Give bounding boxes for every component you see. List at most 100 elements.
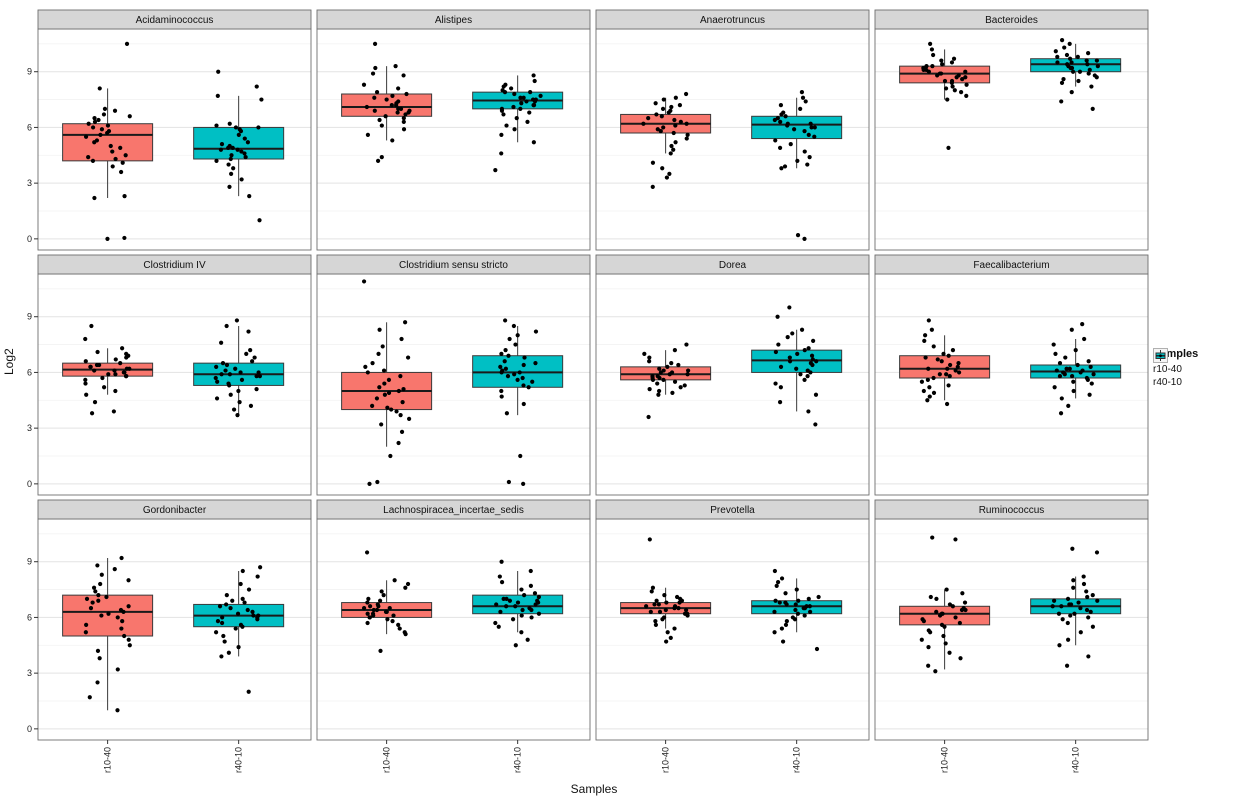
facet-title: Prevotella bbox=[710, 505, 755, 516]
data-point bbox=[808, 609, 813, 614]
data-point bbox=[401, 127, 407, 132]
data-point bbox=[653, 622, 659, 627]
data-point bbox=[372, 95, 377, 100]
box-r40-10 bbox=[193, 126, 285, 160]
data-point bbox=[665, 630, 670, 635]
facet-Clostridium sensu stricto: Clostridium sensu stricto bbox=[316, 254, 591, 496]
data-point bbox=[946, 145, 951, 150]
data-point bbox=[498, 609, 503, 614]
data-point bbox=[385, 617, 390, 622]
data-point bbox=[381, 368, 387, 373]
data-point bbox=[220, 361, 226, 366]
data-point bbox=[948, 362, 953, 368]
data-point bbox=[215, 93, 220, 98]
data-point bbox=[224, 323, 229, 329]
data-point bbox=[228, 156, 233, 162]
data-point bbox=[401, 387, 406, 392]
data-point bbox=[934, 596, 939, 601]
data-point bbox=[379, 123, 384, 128]
data-point bbox=[926, 645, 931, 650]
data-point bbox=[92, 195, 97, 201]
data-point bbox=[377, 117, 382, 123]
data-point bbox=[808, 121, 813, 126]
data-point bbox=[676, 606, 681, 611]
data-point bbox=[672, 626, 677, 631]
data-point bbox=[245, 140, 250, 145]
data-point bbox=[927, 385, 932, 390]
data-point bbox=[943, 641, 948, 646]
data-point bbox=[653, 101, 658, 106]
data-point bbox=[657, 388, 662, 394]
facet-strip bbox=[874, 9, 1149, 30]
data-point bbox=[814, 646, 820, 652]
data-point bbox=[1086, 71, 1091, 76]
data-point bbox=[231, 166, 236, 171]
data-point bbox=[220, 615, 225, 620]
data-point bbox=[233, 626, 238, 631]
data-point bbox=[1078, 606, 1083, 611]
data-point bbox=[110, 164, 115, 169]
data-point bbox=[926, 366, 931, 371]
data-point bbox=[224, 362, 230, 368]
data-point bbox=[673, 140, 678, 145]
data-point bbox=[663, 607, 668, 613]
data-point bbox=[374, 396, 380, 401]
data-point bbox=[1061, 77, 1066, 82]
data-point bbox=[657, 609, 663, 614]
data-point bbox=[112, 567, 117, 572]
data-point bbox=[646, 116, 651, 121]
data-point bbox=[1053, 49, 1058, 54]
data-point bbox=[963, 607, 968, 613]
data-point bbox=[684, 607, 689, 613]
facet-strip bbox=[595, 499, 870, 520]
data-point bbox=[650, 160, 656, 165]
data-point bbox=[794, 587, 799, 592]
data-point bbox=[656, 392, 661, 397]
data-point bbox=[219, 142, 225, 147]
data-point bbox=[88, 606, 94, 611]
data-point bbox=[110, 149, 115, 154]
data-point bbox=[235, 611, 241, 616]
data-point bbox=[529, 615, 534, 620]
data-point bbox=[89, 323, 94, 329]
data-point bbox=[945, 366, 950, 371]
data-point bbox=[499, 580, 505, 585]
data-point bbox=[92, 119, 98, 124]
data-point bbox=[1059, 99, 1064, 104]
data-point bbox=[496, 624, 501, 629]
data-point bbox=[240, 624, 245, 629]
y-tick-label: 9 bbox=[27, 67, 32, 77]
data-point bbox=[227, 121, 232, 126]
data-point bbox=[390, 619, 395, 624]
data-point bbox=[655, 127, 660, 132]
data-point bbox=[646, 414, 651, 420]
data-point bbox=[127, 643, 132, 648]
data-point bbox=[97, 86, 102, 91]
data-point bbox=[506, 479, 511, 485]
x-tick-label: r40-10 bbox=[513, 747, 523, 773]
data-point bbox=[1057, 643, 1062, 648]
data-point bbox=[919, 637, 924, 642]
data-point bbox=[953, 537, 958, 542]
data-point bbox=[532, 78, 537, 84]
data-point bbox=[254, 374, 259, 379]
data-point bbox=[507, 598, 513, 603]
data-point bbox=[509, 86, 514, 91]
data-point bbox=[921, 388, 926, 394]
data-point bbox=[100, 375, 105, 381]
data-point bbox=[814, 359, 819, 364]
data-point bbox=[806, 596, 811, 601]
data-point bbox=[1066, 637, 1071, 642]
data-point bbox=[795, 611, 801, 616]
facet-Anaerotruncus: Anaerotruncus bbox=[595, 9, 870, 251]
data-point bbox=[519, 630, 524, 635]
data-point bbox=[493, 620, 498, 626]
data-point bbox=[653, 619, 658, 624]
data-point bbox=[522, 593, 527, 598]
data-point bbox=[780, 639, 786, 644]
data-point bbox=[240, 596, 245, 601]
data-point bbox=[964, 93, 969, 98]
data-point bbox=[642, 351, 647, 356]
data-point bbox=[788, 142, 793, 147]
data-point bbox=[658, 129, 663, 134]
